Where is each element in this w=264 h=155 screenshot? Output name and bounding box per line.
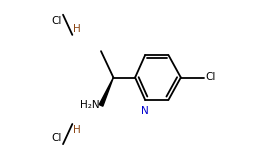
Text: H: H	[73, 125, 81, 135]
Text: N: N	[141, 106, 149, 116]
Text: Cl: Cl	[52, 133, 62, 143]
Text: H₂N: H₂N	[80, 100, 100, 110]
Text: Cl: Cl	[205, 73, 216, 82]
Text: Cl: Cl	[52, 16, 62, 26]
Text: H: H	[73, 24, 81, 34]
Polygon shape	[99, 78, 114, 106]
